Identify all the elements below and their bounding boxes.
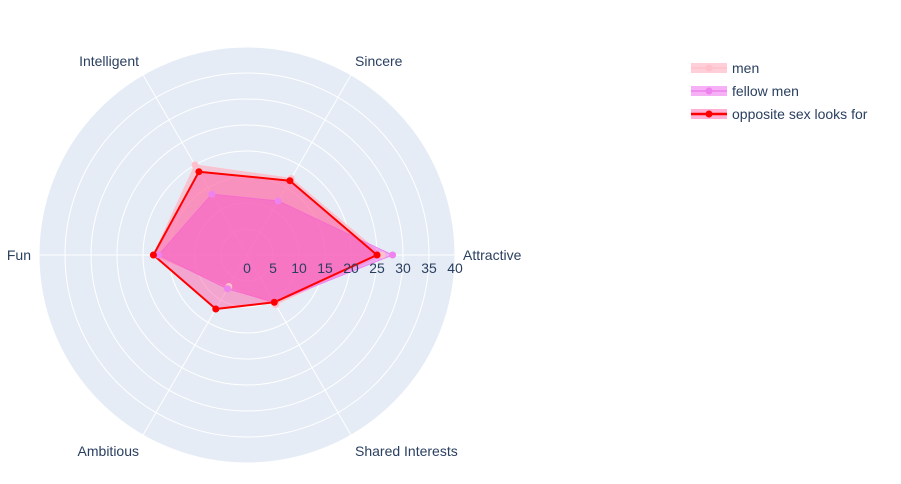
radial-tick-label: 5	[269, 260, 277, 276]
legend-swatch	[691, 85, 727, 96]
legend-item[interactable]: opposite sex looks for	[690, 102, 867, 125]
radial-tick-label: 30	[395, 260, 411, 276]
series-point	[274, 197, 282, 205]
series-point	[195, 168, 203, 176]
series-point	[208, 190, 216, 198]
series-point	[212, 305, 220, 313]
angular-label: Intelligent	[79, 53, 139, 69]
legend-item[interactable]: fellow men	[690, 79, 867, 102]
series-fills	[149, 161, 397, 313]
series-point	[270, 298, 278, 306]
series-point	[378, 251, 386, 259]
radial-tick-label: 40	[447, 260, 463, 276]
angular-label: Fun	[7, 247, 31, 263]
series-point	[149, 251, 157, 259]
series-point	[389, 251, 397, 259]
angular-label: Ambitious	[78, 443, 139, 459]
legend-swatch	[691, 108, 727, 119]
radial-tick-label: 0	[243, 260, 251, 276]
legend-label: men	[732, 59, 760, 76]
angular-label: Shared Interests	[355, 443, 458, 459]
legend-label: opposite sex looks for	[732, 105, 868, 122]
angular-label: Attractive	[463, 247, 522, 263]
series-point	[373, 251, 381, 259]
radial-tick-label: 35	[421, 260, 437, 276]
radial-tick-label: 25	[369, 260, 385, 276]
series-point	[224, 285, 231, 293]
series-point	[155, 251, 163, 259]
legend-swatch	[691, 62, 727, 73]
legend-item[interactable]: men	[690, 56, 867, 79]
radial-tick-label: 20	[343, 260, 359, 276]
radial-tick-labels: 0 5 10 15 20 25 30 35 40	[243, 260, 463, 276]
legend-label: fellow men	[732, 82, 799, 99]
radial-tick-label: 15	[317, 260, 333, 276]
angular-axis-labels: Attractive Sincere Intelligent Fun Ambitious…	[7, 53, 522, 459]
angular-label: Sincere	[355, 53, 403, 69]
series-point	[191, 161, 199, 169]
radial-tick-label: 10	[291, 260, 307, 276]
legend: men fellow men opposite sex looks for	[690, 56, 867, 125]
series-point	[286, 177, 294, 185]
